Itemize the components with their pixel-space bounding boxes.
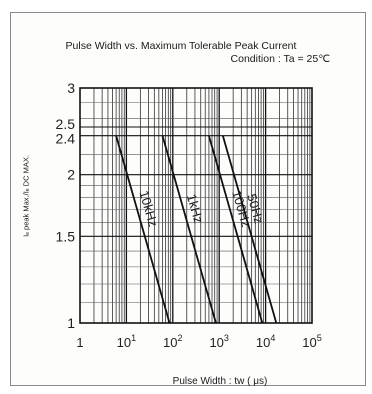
y-tick-label: 1 (67, 315, 75, 331)
x-axis-label: Pulse Width : tw ( μs) (172, 376, 268, 387)
series-line (222, 135, 278, 324)
x-tick-label: 105 (302, 333, 321, 350)
y-tick-label: 1.5 (56, 228, 76, 244)
x-tick-label: 101 (117, 333, 136, 350)
x-tick-label: 104 (256, 333, 275, 350)
y-tick-label: 2 (67, 167, 75, 183)
series-line (208, 135, 264, 324)
x-tick-label: 1 (76, 335, 83, 350)
series-line (161, 135, 217, 324)
plot-frame (79, 87, 313, 324)
x-tick-label: 103 (209, 333, 228, 350)
chart-subtitle: Condition : Ta = 25℃ (230, 53, 330, 65)
y-tick-label: 2.4 (56, 131, 76, 147)
y-tick-label: 2.5 (56, 116, 76, 132)
chart-title: Pulse Width vs. Maximum Tolerable Peak C… (65, 40, 297, 52)
y-tick-label: 3 (67, 80, 75, 96)
x-tick-label: 102 (163, 333, 182, 350)
series-line (115, 135, 171, 324)
